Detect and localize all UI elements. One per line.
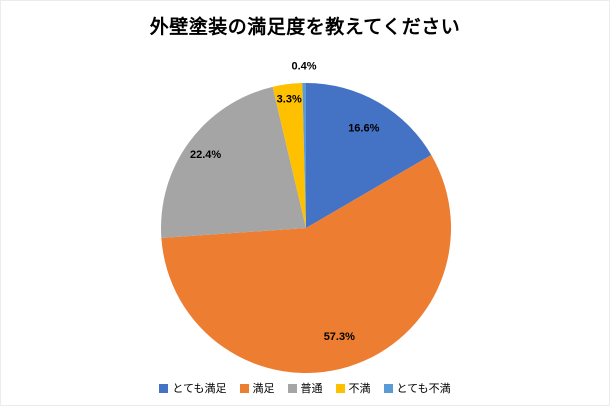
legend-label: 不満 bbox=[348, 383, 371, 395]
chart-title: 外壁塗装の満足度を教えてください bbox=[149, 17, 461, 38]
legend-swatch-icon bbox=[383, 383, 393, 393]
legend-item-1: 満足 bbox=[239, 380, 275, 396]
legend: とても満足 満足 普通 不満 とても不満 bbox=[1, 380, 609, 396]
pie-data-label-1: 57.3% bbox=[324, 331, 355, 343]
legend-swatch-icon bbox=[159, 383, 169, 393]
legend-label: 満足 bbox=[252, 383, 275, 395]
legend-swatch-icon bbox=[287, 383, 297, 393]
legend-item-2: 普通 bbox=[287, 380, 323, 396]
pie-data-label-3: 3.3% bbox=[277, 94, 302, 106]
legend-item-4: とても不満 bbox=[383, 380, 451, 396]
pie-slice-4 bbox=[302, 83, 306, 228]
pie-slice-1 bbox=[161, 154, 452, 374]
legend-swatch-icon bbox=[239, 383, 249, 393]
pie-slice-2 bbox=[161, 86, 306, 239]
legend-label: とても満足 bbox=[172, 383, 227, 395]
legend-item-3: 不満 bbox=[335, 380, 371, 396]
pie-data-label-2: 22.4% bbox=[190, 149, 221, 161]
pie-data-label-4: 0.4% bbox=[291, 61, 316, 73]
legend-swatch-icon bbox=[335, 383, 345, 393]
legend-label: とても不満 bbox=[396, 383, 451, 395]
legend-label: 普通 bbox=[300, 383, 323, 395]
pie-slice-3 bbox=[272, 83, 306, 228]
pie-data-label-0: 16.6% bbox=[348, 122, 379, 134]
pie-slice-0 bbox=[306, 83, 432, 228]
legend-item-0: とても満足 bbox=[159, 380, 227, 396]
